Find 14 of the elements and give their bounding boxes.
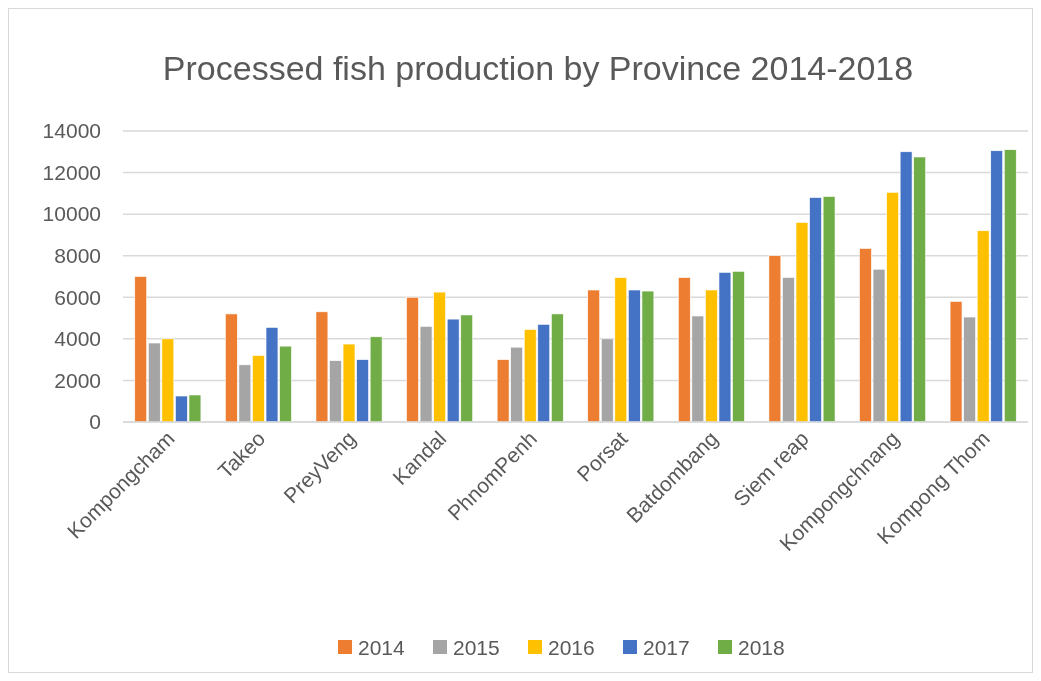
chart-title: Processed fish production by Province 2014-2018 — [162, 49, 914, 87]
y-tick-label: 6000 — [54, 285, 101, 309]
y-tick-label: 0 — [89, 410, 101, 434]
legend-label: 2014 — [358, 636, 406, 660]
y-tick-label: 10000 — [42, 202, 101, 226]
y-tick-label: 8000 — [54, 244, 101, 268]
legend-label: 2018 — [738, 636, 785, 660]
y-tick-label: 14000 — [42, 119, 101, 143]
y-tick-label: 12000 — [42, 160, 101, 184]
legend-label: 2016 — [548, 636, 595, 660]
legend-label: 2017 — [643, 636, 690, 660]
y-tick-label: 4000 — [54, 327, 101, 351]
legend-label: 2015 — [453, 636, 500, 660]
y-tick-label: 2000 — [54, 368, 101, 392]
